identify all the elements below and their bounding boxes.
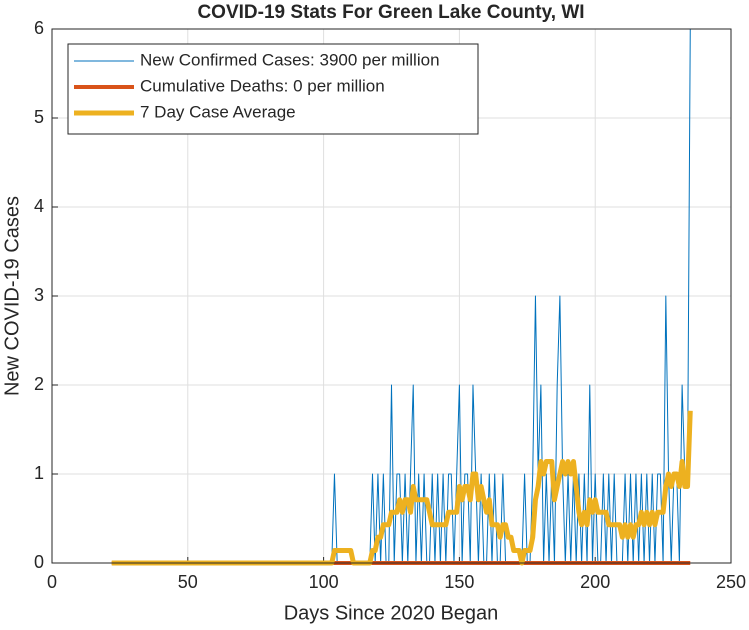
x-tick-label: 200 — [580, 572, 610, 592]
axes-box — [51, 28, 732, 564]
y-tick-label: 0 — [34, 552, 44, 572]
x-tick-label: 150 — [444, 572, 474, 592]
y-tick-label: 6 — [34, 18, 44, 38]
legend-box — [67, 43, 479, 135]
legend-label: 7 Day Case Average — [140, 102, 296, 121]
x-tick-label: 0 — [47, 572, 57, 592]
x-tick-label: 50 — [178, 572, 198, 592]
legend-label: New Confirmed Cases: 3900 per million — [140, 50, 440, 69]
y-axis-label: New COVID-19 Cases — [1, 196, 23, 396]
y-tick-label: 1 — [34, 463, 44, 483]
legend: New Confirmed Cases: 3900 per million Cum… — [67, 43, 479, 135]
y-tick-label: 3 — [34, 285, 44, 305]
legend-label: Cumulative Deaths: 0 per million — [140, 76, 385, 95]
y-tick-label: 5 — [34, 107, 44, 127]
y-tick-label: 2 — [34, 374, 44, 394]
x-tick-label: 100 — [309, 572, 339, 592]
chart-title: COVID-19 Stats For Green Lake County, WI — [197, 2, 584, 23]
y-tick-label: 4 — [34, 196, 44, 216]
x-tick-label: 250 — [716, 572, 746, 592]
x-axis-label: Days Since 2020 Began — [284, 602, 499, 624]
